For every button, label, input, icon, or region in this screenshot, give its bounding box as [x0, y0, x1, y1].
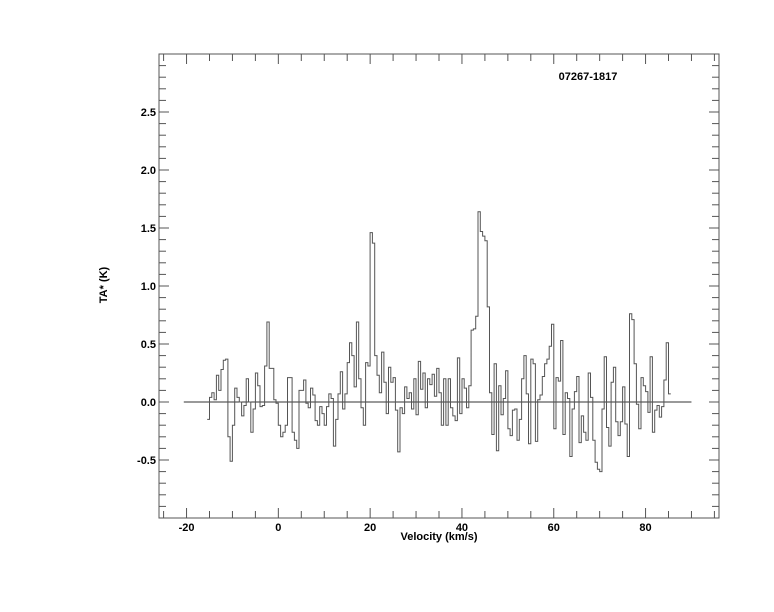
y-tick-label: 1.5: [141, 223, 156, 235]
y-tick-label: 0.0: [141, 397, 156, 409]
y-axis-label: TA* (K): [98, 266, 110, 303]
y-tick-label: -0.5: [137, 455, 156, 467]
x-tick-label: 20: [364, 522, 376, 534]
chart-title: 07267-1817: [559, 71, 618, 83]
x-tick-label: 0: [275, 522, 281, 534]
y-tick-label: 0.5: [141, 339, 156, 351]
tick-labels: -20 0 20 40 60 80 -0.5 0.0 0.5 1.0 1.5 2.0 2.5: [137, 107, 652, 534]
x-tick-label: 40: [456, 522, 468, 534]
axis-ticks: [159, 53, 719, 519]
x-axis-label: Velocity (km/s): [400, 531, 477, 543]
plot-frame: [158, 53, 720, 519]
x-tick-label: -20: [179, 522, 195, 534]
y-tick-label: 2.0: [141, 165, 156, 177]
x-tick-label: 60: [548, 522, 560, 534]
x-tick-label: 80: [639, 522, 651, 534]
y-tick-label: 1.0: [141, 281, 156, 293]
spectrum-histogram: [207, 211, 671, 473]
y-tick-label: 2.5: [141, 107, 156, 119]
